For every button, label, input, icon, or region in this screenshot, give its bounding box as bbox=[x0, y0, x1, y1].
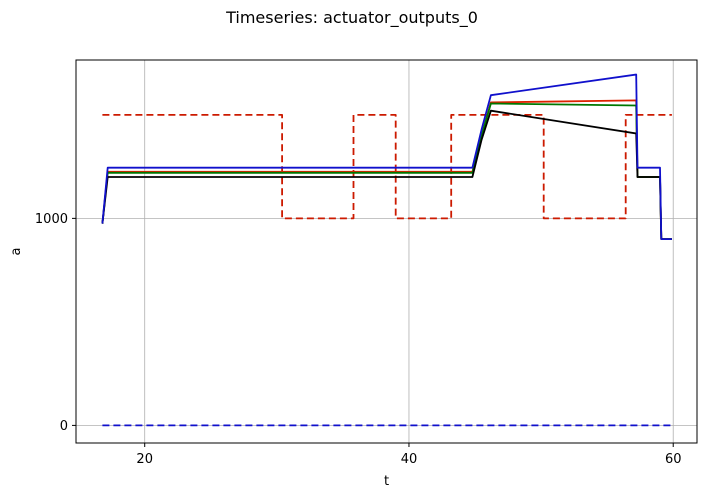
plot-frame bbox=[75, 59, 698, 444]
y-axis-label: a bbox=[9, 248, 24, 256]
chart-title: Timeseries: actuator_outputs_0 bbox=[226, 8, 478, 27]
x-axis-label: t bbox=[384, 474, 389, 489]
tick-layer: 20 40 60 0 1000 bbox=[35, 212, 682, 467]
x-tick-label: 40 bbox=[401, 452, 418, 467]
x-tick-label: 20 bbox=[136, 452, 153, 467]
series-layer bbox=[101, 73, 672, 427]
series-line-5-solid bbox=[101, 73, 672, 241]
grid-layer bbox=[76, 60, 697, 443]
x-tick-label: 60 bbox=[665, 452, 682, 467]
series-line-0-dashed bbox=[102, 114, 672, 220]
y-tick-label: 0 bbox=[60, 419, 68, 434]
series-line-4-solid bbox=[101, 109, 672, 241]
y-tick-label: 1000 bbox=[35, 212, 68, 227]
